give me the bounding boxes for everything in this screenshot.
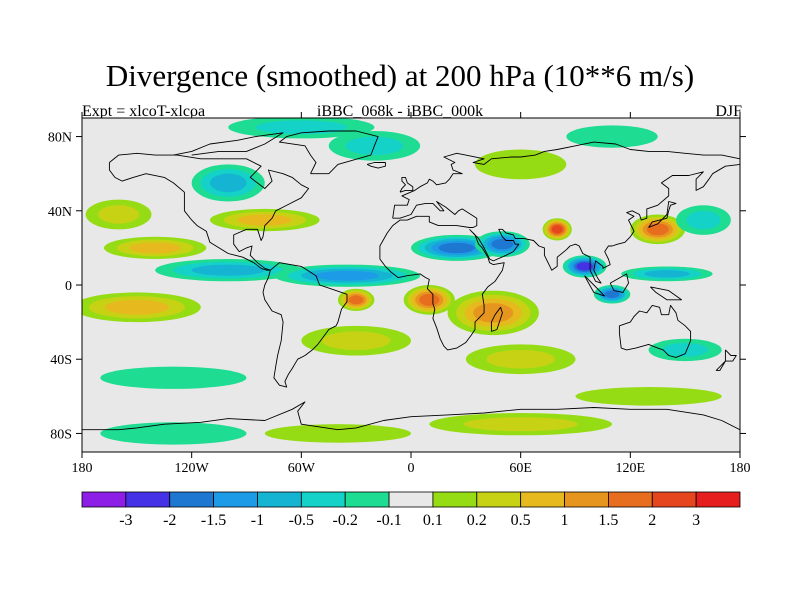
- colorbar-swatch: [476, 491, 522, 508]
- coastline: [472, 163, 740, 284]
- coastline: [379, 201, 505, 351]
- anomaly-contour: [474, 149, 567, 180]
- y-tick-label: 40N: [48, 205, 72, 220]
- anomaly-contour: [473, 303, 514, 323]
- colorbar-swatch: [695, 491, 741, 508]
- x-tick-label: 60W: [288, 461, 316, 476]
- anomaly-contour: [100, 366, 247, 389]
- coastline: [609, 273, 629, 293]
- anomaly-contour: [97, 205, 140, 224]
- coastlines: [82, 130, 740, 431]
- colorbar-label: -1: [251, 512, 264, 529]
- anomaly-contour: [551, 225, 563, 234]
- comparison-label: iBBC_068k - iBBC_000k: [316, 103, 484, 120]
- coastline: [648, 201, 677, 228]
- colorbar-label: -1.5: [201, 512, 226, 529]
- colorbar-swatch: [257, 491, 302, 508]
- anomaly-contour: [209, 173, 247, 193]
- x-tick-label: 120W: [175, 461, 210, 476]
- colorbar-swatch: [81, 491, 127, 508]
- x-tick-label: 180: [730, 461, 751, 476]
- colorbar-swatch: [651, 491, 697, 508]
- anomaly-contour: [237, 214, 293, 226]
- colorbar-label: 3: [692, 512, 700, 529]
- coastline: [366, 162, 386, 169]
- y-tick-label: 40S: [50, 353, 72, 368]
- anomaly-contour: [321, 331, 391, 350]
- season-label: DJF: [715, 103, 742, 120]
- colorbar-label: 2: [648, 512, 656, 529]
- coastline: [618, 304, 692, 358]
- colorbar-label: -0.1: [376, 512, 401, 529]
- anomaly-contour: [129, 242, 181, 254]
- colorbar-label: 0.1: [423, 512, 443, 529]
- anomaly-contour: [100, 422, 247, 445]
- x-tick-label: 180: [72, 461, 93, 476]
- anomaly-contour: [315, 270, 380, 281]
- anomaly-contour: [576, 262, 593, 271]
- coastline: [584, 275, 606, 297]
- coastline: [715, 349, 737, 371]
- colorbar-label: 0.5: [511, 512, 531, 529]
- coastline: [650, 286, 682, 301]
- anomaly-contour: [463, 417, 578, 432]
- colorbar-swatch: [213, 491, 258, 508]
- plot-title: Divergence (smoothed) at 200 hPa (10**6 …: [105, 58, 695, 93]
- coastline: [262, 262, 348, 388]
- colorbar-label: -0.2: [333, 512, 358, 529]
- anomaly-contour: [662, 342, 709, 357]
- colorbar-swatch: [520, 491, 565, 508]
- anomaly-contour: [575, 387, 722, 406]
- colorbar-swatch: [432, 491, 478, 508]
- experiment-label: Expt = xlcoT-xlcoa: [82, 103, 206, 120]
- x-tick-label: 0: [408, 461, 415, 476]
- x-tick-label: 120E: [616, 461, 646, 476]
- y-tick-label: 80S: [50, 427, 72, 442]
- anomaly-contour: [104, 299, 169, 315]
- x-tick-label: 60E: [509, 461, 532, 476]
- colorbar-label: -2: [163, 512, 176, 529]
- anomaly-contour: [566, 125, 658, 148]
- colorbar-label: -0.5: [289, 512, 314, 529]
- anomaly-contour: [419, 293, 440, 306]
- anomaly-contour: [264, 424, 411, 443]
- colorbar-swatch: [608, 491, 653, 508]
- colorbar-swatch: [169, 491, 215, 508]
- y-tick-label: 80N: [48, 131, 72, 146]
- coastline: [173, 132, 284, 156]
- anomaly-contour: [604, 290, 620, 298]
- anomaly-contour: [348, 295, 364, 305]
- colorbar-label: 1: [561, 512, 569, 529]
- anomaly-contour: [255, 120, 348, 135]
- coastline: [278, 130, 379, 175]
- colorbar-label: -3: [119, 512, 132, 529]
- anomaly-contour: [438, 242, 475, 254]
- map-field: [82, 118, 740, 452]
- coastline: [392, 141, 740, 219]
- anomaly-contour: [191, 264, 265, 276]
- colorbar-swatch: [300, 491, 346, 508]
- colorbar-swatch: [388, 491, 434, 508]
- axis-ticks: 180 120W 60W 0 60E 120E 180 80N 40N 0 40S 80S: [48, 112, 751, 476]
- colorbar-label: 0.2: [467, 512, 487, 529]
- coastline: [399, 176, 414, 193]
- anomaly-fields: [82, 118, 731, 445]
- coastline: [82, 401, 740, 431]
- anomaly-contour: [491, 238, 514, 250]
- colorbar-swatch: [125, 491, 171, 508]
- colorbar-swatch: [564, 491, 609, 508]
- colorbar: -3 -2 -1.5 -1 -0.5 -0.2 -0.1 0.1 0.2 0.5 1 1.5 2 3: [81, 491, 741, 529]
- anomaly-contour: [644, 270, 690, 278]
- y-tick-label: 0: [65, 279, 72, 294]
- anomaly-contour: [686, 210, 721, 230]
- coastline: [490, 306, 503, 332]
- coastline: [108, 152, 310, 271]
- colorbar-label: 1.5: [598, 512, 618, 529]
- colorbar-swatch: [344, 491, 390, 508]
- anomaly-contour: [486, 349, 555, 369]
